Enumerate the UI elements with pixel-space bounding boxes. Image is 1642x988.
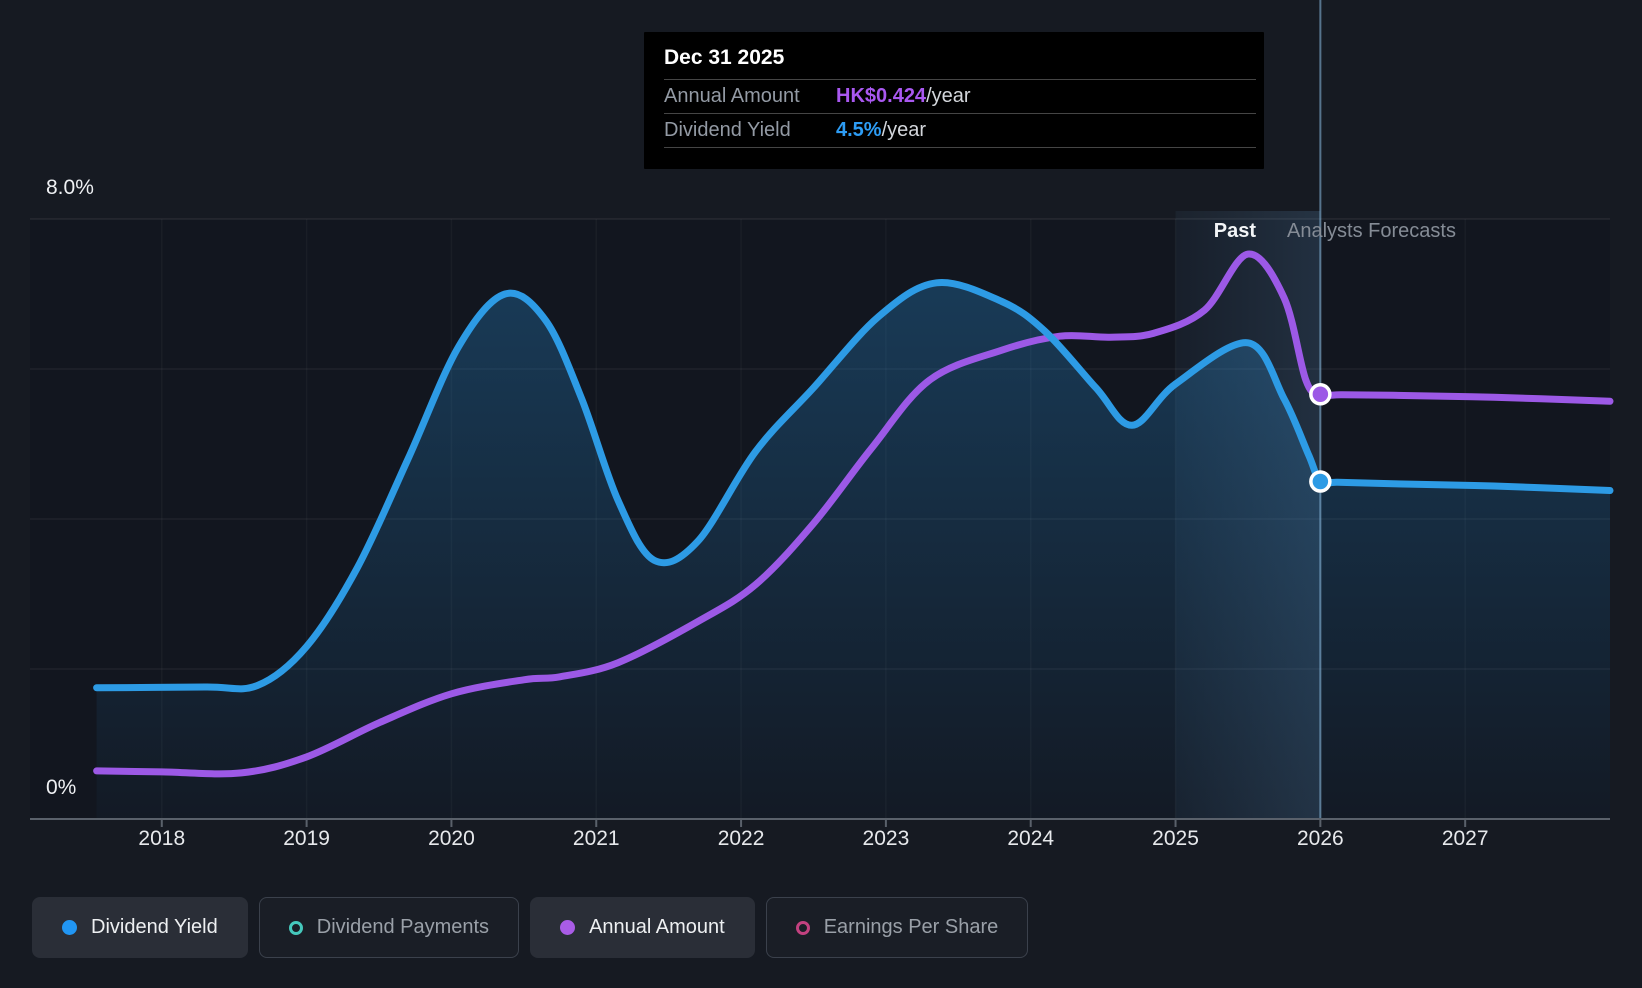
x-axis-label-2025: 2025 [1152, 827, 1199, 850]
tooltip-row-annual-amount: Annual Amount HK$0.424 /year [664, 80, 1256, 113]
tooltip-label-dividend-yield: Dividend Yield [664, 119, 791, 141]
past-label: Past [1213, 220, 1256, 242]
legend-label: Earnings Per Share [823, 916, 999, 938]
chart-tooltip: Dec 31 2025 Annual Amount HK$0.424 /year… [644, 32, 1264, 169]
x-axis-label-2024: 2024 [1007, 827, 1055, 850]
x-axis-label-2018: 2018 [138, 827, 186, 850]
dividend-yield-marker [1309, 470, 1332, 493]
y-axis-label-max: 8.0% [46, 176, 94, 199]
tooltip-suffix-annual-amount: /year [926, 85, 971, 107]
tooltip-label-annual-amount: Annual Amount [664, 85, 800, 107]
x-axis-label-2019: 2019 [283, 827, 330, 850]
dividend-yield-dot-icon [62, 920, 77, 935]
legend-label: Dividend Yield [91, 916, 218, 938]
highlight-band [1175, 211, 1321, 819]
tooltip-suffix-dividend-yield: /year [881, 119, 927, 141]
dividend-yield-line [93, 279, 1614, 693]
tooltip-divider [664, 147, 1256, 148]
x-axis-label-2026: 2026 [1296, 827, 1344, 850]
chart-legend: Dividend Yield Dividend Payments Annual … [32, 897, 1029, 958]
annual-amount-marker [1309, 383, 1332, 406]
legend-label: Annual Amount [589, 916, 725, 938]
tooltip-date: Dec 31 2025 [664, 46, 785, 69]
tooltip-divider [664, 79, 1256, 80]
tooltip-row-dividend-yield: Dividend Yield 4.5% /year [664, 114, 1256, 147]
tooltip-value-dividend-yield: 4.5% [836, 119, 882, 141]
x-axis-label-2021: 2021 [572, 827, 620, 850]
dividend-payments-ring-icon [288, 920, 303, 935]
x-axis-label-2027: 2027 [1441, 827, 1489, 850]
tooltip-divider [664, 113, 1256, 114]
x-axis-label-2022: 2022 [717, 827, 765, 850]
analysts-forecasts-label: Analysts Forecasts [1287, 220, 1456, 242]
earnings-per-share-ring-icon [795, 920, 810, 935]
legend-button-dividend-payments[interactable]: Dividend Payments [258, 897, 520, 958]
annual-amount-dot-icon [560, 920, 576, 935]
legend-button-dividend-yield[interactable]: Dividend Yield [32, 897, 248, 958]
tooltip-value-annual-amount: HK$0.424 [836, 85, 927, 107]
legend-button-annual-amount[interactable]: Annual Amount [530, 897, 755, 958]
y-axis-label-zero: 0% [46, 776, 77, 799]
x-axis-label-2023: 2023 [862, 827, 910, 850]
legend-button-earnings-per-share[interactable]: Earnings Per Share [765, 897, 1029, 958]
x-axis-label-2020: 2020 [428, 827, 475, 850]
legend-label: Dividend Payments [316, 916, 490, 938]
